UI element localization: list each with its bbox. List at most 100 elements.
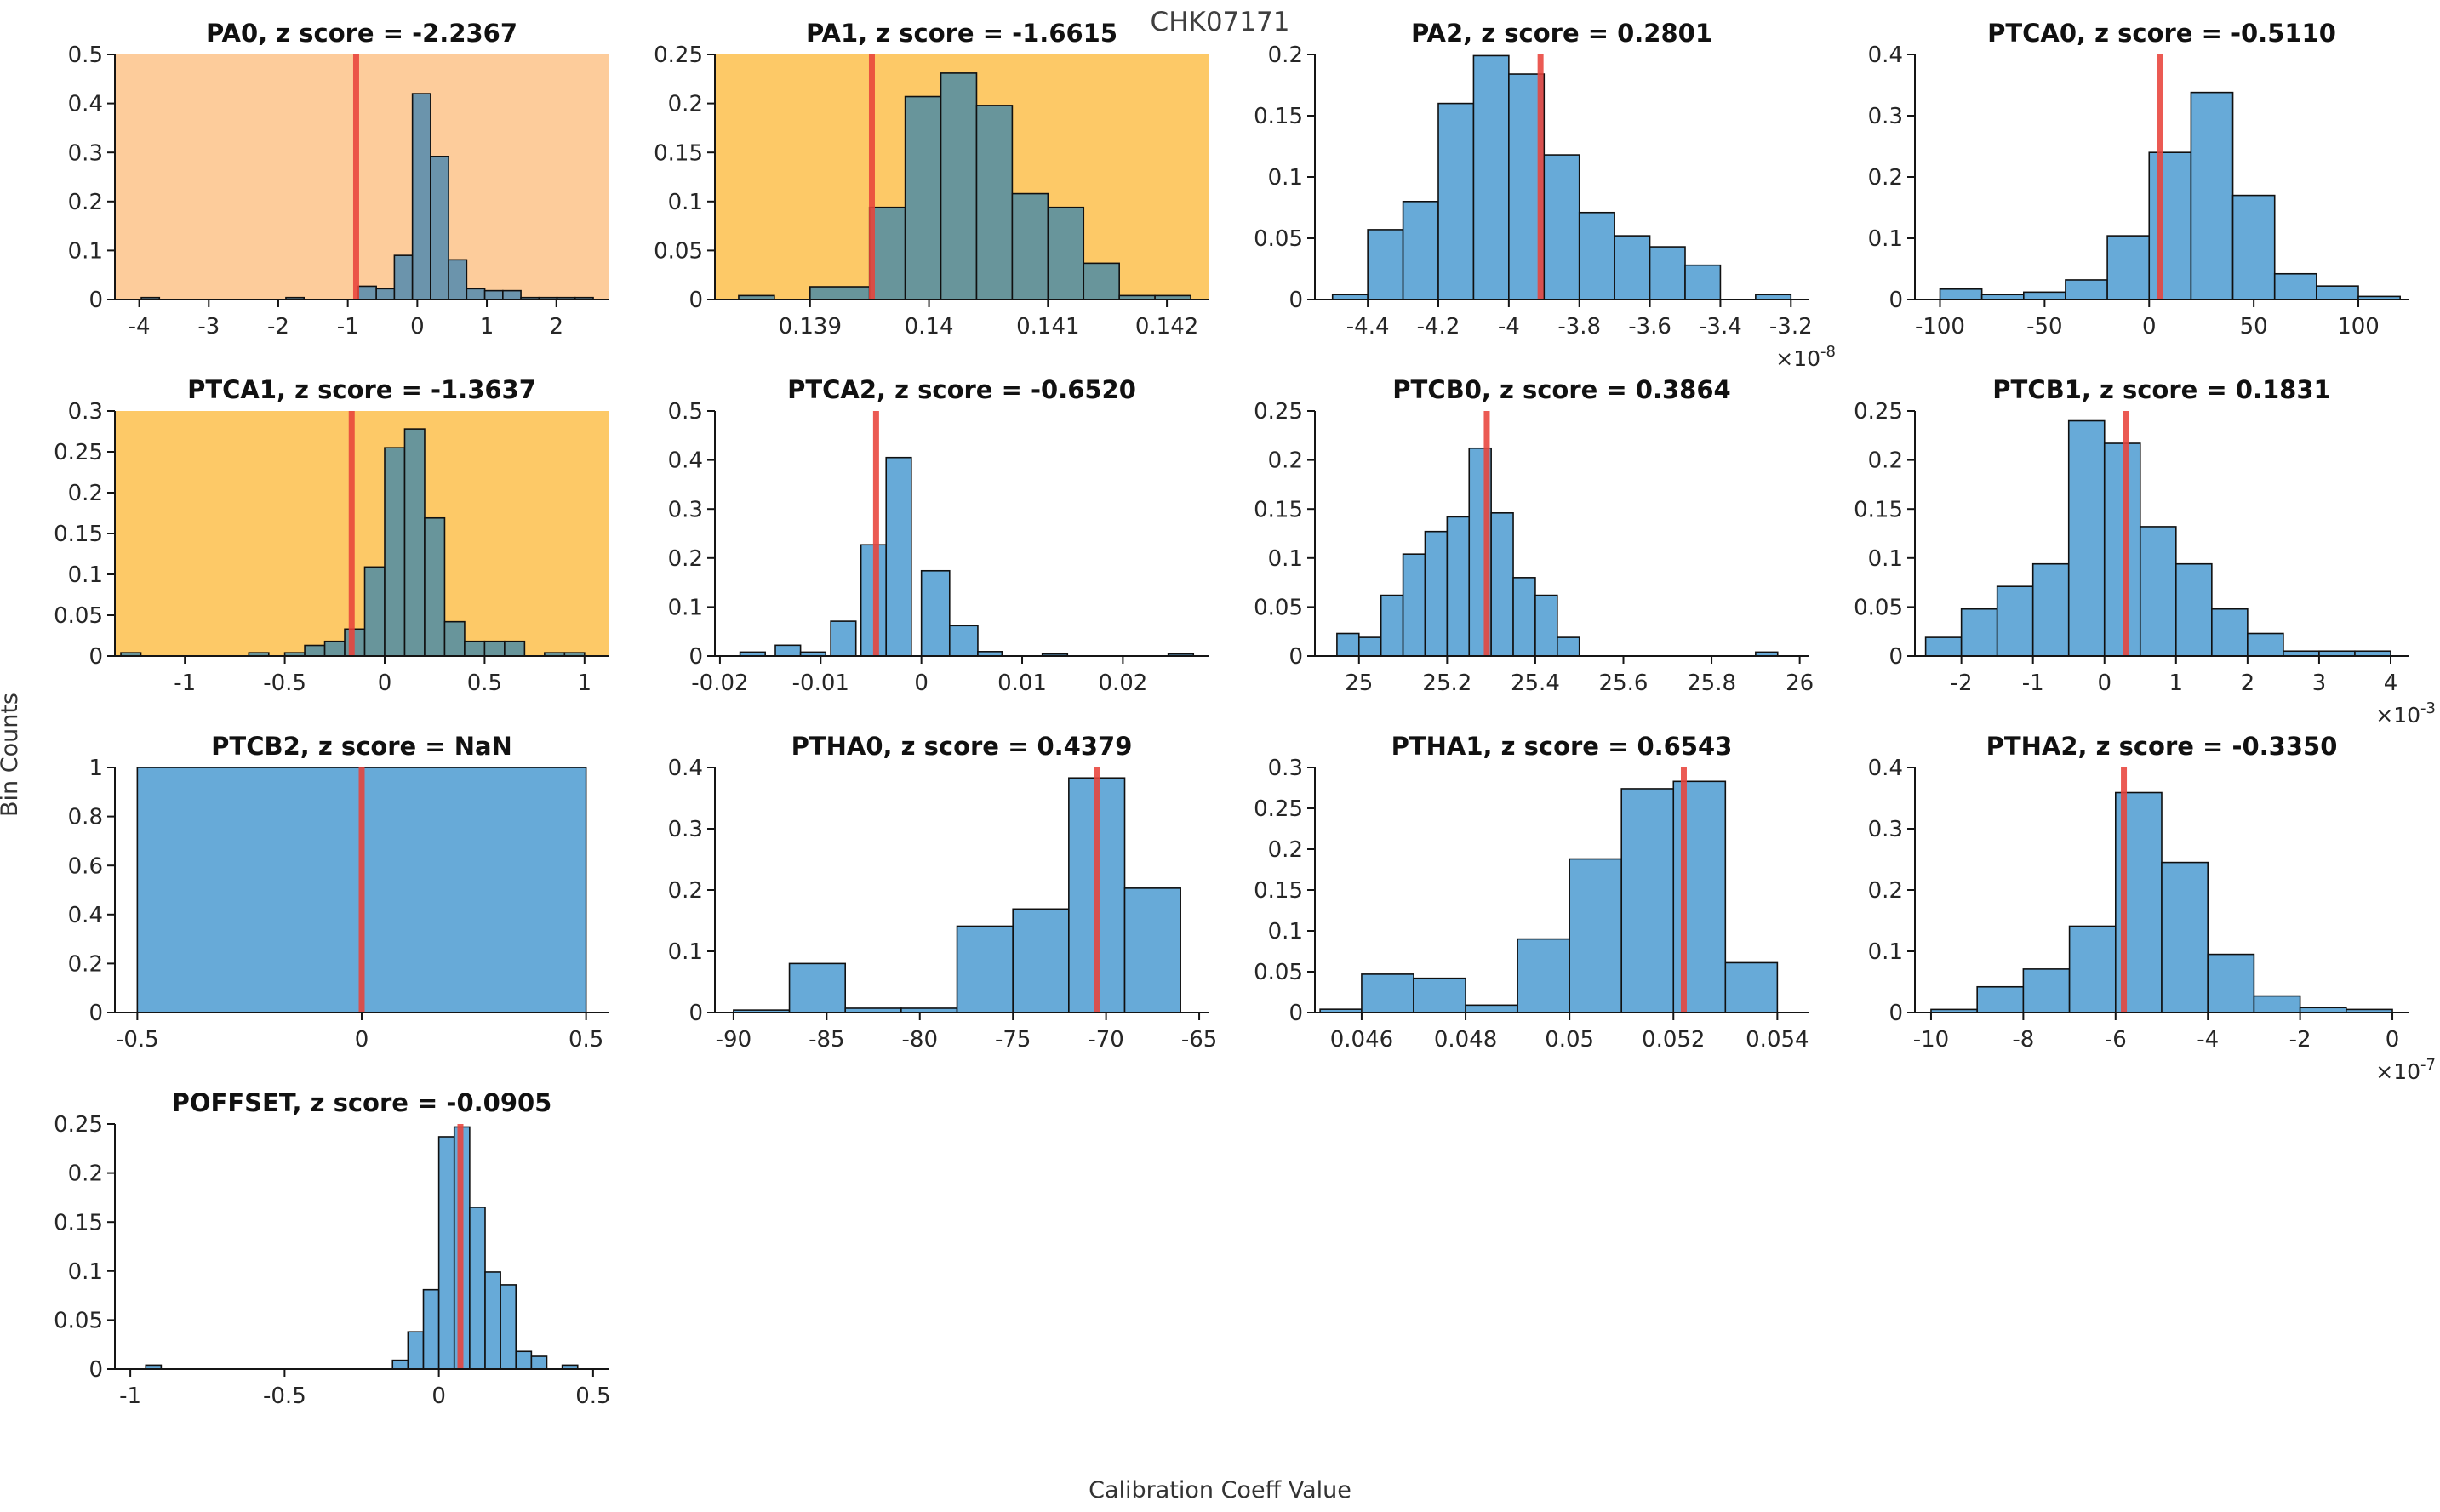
x-tick-label: 0	[431, 1384, 446, 1409]
x-tick-label: -70	[1088, 1027, 1123, 1053]
y-tick-label: 0.05	[1254, 596, 1303, 621]
subplot-ptca1-canvas: 0 0.05 0.1 0.15 0.2 0.25 0.3 -1 -0.5 0 0.5 1 PTCA1, …	[54, 375, 609, 696]
histogram-bar	[2273, 272, 2317, 300]
histogram-bar	[515, 1350, 533, 1370]
subplot-ptha1: 0 0.05 0.1 0.15 0.2 0.25 0.3 0.046 0.048 0.05 0.05…	[1238, 732, 1838, 1085]
subplot-ptha0-canvas: 0 0.1 0.2 0.3 0.4 -90 -85 -80 -75 -70 -65 PTHA0, z …	[668, 732, 1218, 1053]
y-tick-label: 0.4	[1868, 756, 1903, 781]
x-tick-label: -0.5	[263, 670, 306, 696]
histogram-bar	[2148, 151, 2192, 300]
y-tick-label: 0	[689, 644, 703, 670]
histogram-bar	[1620, 788, 1675, 1013]
histogram-bar	[2068, 925, 2117, 1013]
histogram-bar	[1446, 516, 1471, 657]
y-tick-label: 0.15	[1254, 878, 1303, 904]
x-tick-label: 2	[549, 314, 563, 339]
subplot-pa0: 0 0.1 0.2 0.3 0.4 0.5 -4 -3 -2 -1 0 1 2 PA0, z score …	[38, 19, 638, 372]
y-tick-label: 0.15	[54, 522, 103, 547]
histogram-bar	[411, 93, 431, 300]
subplot-title: PTCA1, z score = -1.3637	[187, 375, 536, 404]
y-tick-label: 0.3	[68, 399, 103, 425]
y-tick-label: 0.2	[1868, 448, 1903, 474]
x-tick-label: 0.054	[1746, 1027, 1809, 1053]
histogram-bar	[940, 72, 978, 300]
subplot-grid: 0 0.1 0.2 0.3 0.4 0.5 -4 -3 -2 -1 0 1 2 PA0, z score …	[38, 19, 2438, 1441]
highlight-panel	[115, 54, 609, 300]
x-tick-label: -2	[1951, 670, 1973, 696]
histogram-bar	[2139, 526, 2177, 657]
y-tick-label: 0.4	[68, 92, 103, 117]
y-tick-label: 0.1	[1268, 165, 1303, 191]
x-tick-label: 1	[578, 670, 592, 696]
y-tick-label: 0.05	[1254, 960, 1303, 985]
x-tick-label: 1	[2169, 670, 2184, 696]
x-tick-label: -10	[1913, 1027, 1949, 1053]
y-tick-label: 0.8	[68, 805, 103, 830]
histogram-bar	[502, 289, 522, 300]
x-tick-label: 0	[2097, 670, 2111, 696]
y-tick-label: 0.3	[1868, 104, 1903, 129]
x-tick-label: 50	[2240, 314, 2268, 339]
histogram-bar	[1490, 512, 1514, 657]
x-tick-label: 0.046	[1330, 1027, 1393, 1053]
histogram-bar	[344, 628, 366, 657]
y-tick-label: 0.2	[668, 92, 703, 117]
histogram-bar	[1543, 154, 1580, 300]
red-marker-line	[457, 1124, 464, 1369]
y-tick-label: 0.15	[654, 140, 703, 166]
y-tick-label: 0.3	[68, 140, 103, 166]
histogram-bar	[375, 288, 396, 300]
y-tick-label: 0.1	[1868, 226, 1903, 252]
x-tick-label: -100	[1915, 314, 1965, 339]
histogram-bar	[483, 289, 504, 300]
y-axis-label: Bin Counts	[0, 693, 23, 817]
histogram-bar	[2103, 442, 2141, 657]
x-tick-label: -85	[809, 1027, 844, 1053]
y-tick-label: 0	[1889, 644, 1903, 670]
y-tick-label: 0	[89, 1001, 103, 1026]
x-tick-label: 0	[2386, 1027, 2400, 1053]
histogram-bar	[2207, 953, 2255, 1013]
y-tick-label: 0	[689, 1001, 703, 1026]
y-tick-label: 0	[1289, 288, 1303, 313]
histogram-bar	[422, 1288, 440, 1370]
histogram-bar	[1413, 977, 1466, 1013]
x-tick-label: -1	[174, 670, 196, 696]
y-tick-label: 0.05	[1854, 596, 1903, 621]
histogram-bar	[1083, 262, 1120, 300]
x-tick-label: -90	[716, 1027, 751, 1053]
y-tick-label: 0.05	[54, 603, 103, 629]
histogram-bar	[1960, 608, 1998, 657]
x-tick-label: -1	[337, 314, 359, 339]
x-tick-label: 0.142	[1135, 314, 1198, 339]
histogram-bar	[1047, 206, 1085, 300]
red-marker-line	[1094, 767, 1100, 1013]
y-tick-label: 0	[89, 288, 103, 313]
y-tick-label: 0.25	[654, 43, 703, 68]
y-tick-label: 0.05	[54, 1309, 103, 1334]
histogram-bar	[391, 1359, 409, 1370]
x-axis-exponent: ×10-3	[2375, 699, 2436, 727]
red-marker-line	[872, 411, 879, 656]
x-tick-label: 26	[1786, 670, 1814, 696]
histogram-bar	[1649, 246, 1686, 300]
x-tick-label: 2	[2241, 670, 2255, 696]
x-tick-label: -3.2	[1769, 314, 1813, 339]
y-tick-label: 0	[689, 288, 703, 313]
histogram-bar	[1402, 201, 1439, 300]
histogram-bar	[384, 447, 406, 657]
subplot-title: PTHA2, z score = -0.3350	[1986, 732, 2338, 761]
histogram-bar	[357, 285, 377, 300]
subplot-ptcb0-canvas: 0 0.05 0.1 0.15 0.2 0.25 25 25.2 25.4 25.6 25.8 26 P…	[1254, 375, 1814, 696]
subplot-ptcb2: 0 0.2 0.4 0.6 0.8 1 -0.5 0 0.5 PTCB2, z score = N…	[38, 732, 638, 1085]
x-tick-label: 25.2	[1422, 670, 1471, 696]
y-tick-label: 0.15	[1254, 497, 1303, 522]
y-tick-label: 0	[89, 1357, 103, 1383]
x-tick-label: -1	[2022, 670, 2044, 696]
histogram-bar	[483, 640, 506, 657]
subplot-title: PTCA2, z score = -0.6520	[787, 375, 1136, 404]
histogram-bar	[1336, 632, 1360, 657]
histogram-bar	[1517, 938, 1570, 1013]
y-tick-label: 0.1	[68, 1259, 103, 1285]
y-tick-label: 0.3	[668, 817, 703, 842]
